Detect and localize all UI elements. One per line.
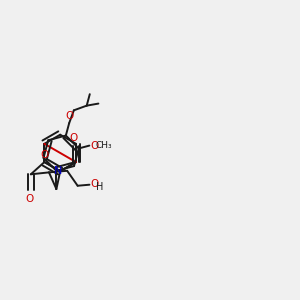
Text: CH₃: CH₃ [96,140,112,149]
Text: O: O [90,141,98,151]
Text: O: O [90,179,98,189]
Text: O: O [69,133,77,143]
Text: O: O [25,194,34,204]
Text: O: O [41,150,49,160]
Text: H: H [96,182,103,192]
Text: O: O [65,111,73,121]
Text: N: N [53,166,62,176]
